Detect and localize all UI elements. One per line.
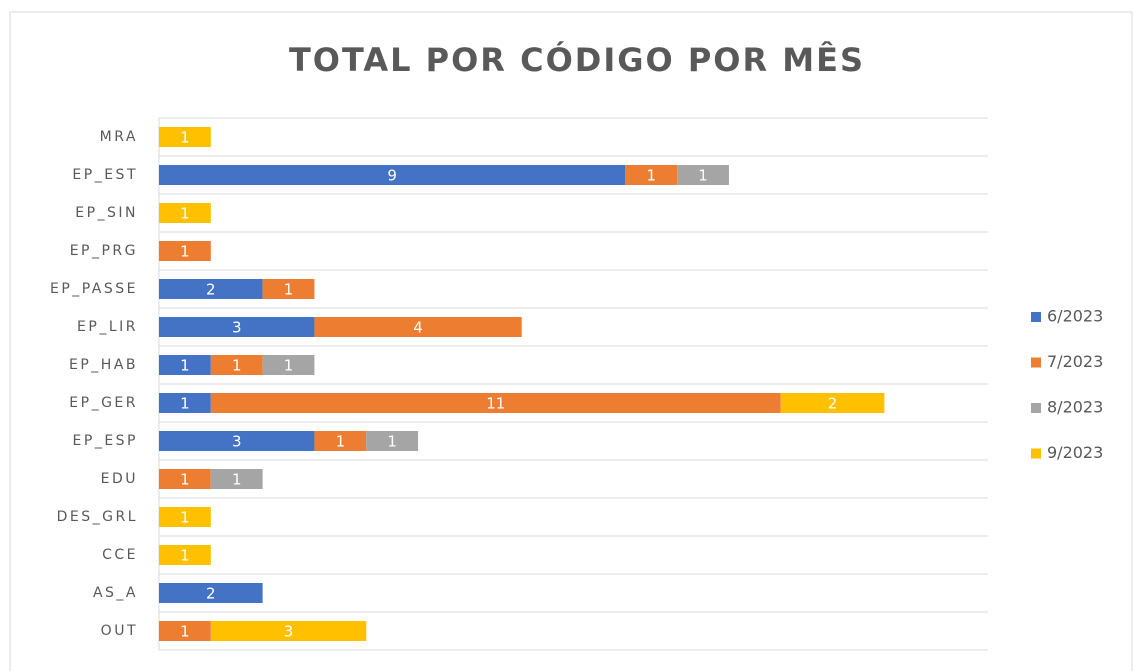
y-tick-label: EDU (101, 471, 138, 487)
bar-segment (366, 431, 419, 451)
bar-segment (159, 431, 315, 451)
bar-segment (159, 165, 626, 185)
bar-segment (262, 355, 315, 375)
data-label: 1 (180, 129, 190, 147)
data-label: 3 (232, 433, 242, 451)
data-label: 1 (387, 433, 397, 451)
bar-segment (210, 355, 263, 375)
bar-segment (159, 317, 315, 337)
data-label: 1 (336, 433, 346, 451)
bar-segment (159, 507, 211, 527)
data-label: 1 (180, 509, 190, 527)
data-label: 2 (206, 281, 216, 299)
data-label: 3 (232, 319, 242, 337)
legend-swatch (1031, 448, 1041, 459)
bar-segment (210, 621, 367, 641)
bar-segment (159, 279, 263, 299)
data-label: 1 (180, 471, 190, 489)
legend-label: 9/2023 (1047, 443, 1103, 462)
y-tick-label: EP_SIN (75, 205, 138, 221)
y-tick-label: CCE (102, 547, 138, 563)
data-label: 1 (698, 167, 708, 185)
data-label: 1 (180, 623, 190, 641)
y-tick-label: EP_ESP (73, 433, 138, 449)
data-label: 1 (180, 547, 190, 565)
y-tick-label: EP_PASSE (50, 281, 138, 297)
data-label: 1 (180, 395, 190, 413)
bar-segment (159, 241, 211, 261)
data-label: 1 (284, 357, 294, 375)
data-label: 1 (284, 281, 294, 299)
legend-label: 6/2023 (1047, 307, 1103, 326)
chart-border (9, 11, 1133, 671)
y-tick-label: EP_LIR (77, 319, 138, 335)
data-label: 1 (180, 243, 190, 261)
bar-segment (159, 621, 211, 641)
data-label: 3 (284, 623, 294, 641)
legend-swatch (1031, 357, 1041, 368)
y-tick-label: EP_GER (69, 395, 138, 411)
bar-segment (262, 279, 315, 299)
bar-segment (314, 431, 367, 451)
bar-segment (677, 165, 729, 185)
bar-segment (314, 317, 522, 337)
legend-swatch (1031, 312, 1041, 322)
y-tick-label: EP_EST (72, 167, 138, 183)
y-tick-label: MRA (100, 129, 138, 145)
y-tick-label: EP_PRG (70, 243, 138, 259)
y-tick-label: EP_HAB (69, 357, 138, 373)
legend-swatch (1031, 403, 1041, 413)
legend-label: 8/2023 (1047, 398, 1103, 417)
data-label: 4 (413, 319, 423, 337)
data-label: 1 (232, 357, 242, 375)
data-label: 2 (828, 395, 838, 413)
bar-segment (159, 545, 211, 565)
bar-segment (159, 393, 211, 413)
bar-segment (159, 583, 263, 603)
legend-label: 7/2023 (1047, 352, 1103, 371)
bar-segment (210, 393, 781, 413)
bar-segment (159, 469, 211, 489)
data-label: 2 (206, 585, 216, 603)
data-label: 11 (486, 395, 505, 413)
bar-segment (625, 165, 678, 185)
data-label: 1 (180, 205, 190, 223)
bar-segment (159, 127, 211, 147)
y-tick-label: AS_A (93, 585, 138, 601)
bar-segment (159, 355, 211, 375)
y-tick-label: DES_GRL (57, 509, 138, 525)
data-label: 1 (232, 471, 242, 489)
bar-segment (780, 393, 885, 413)
bar-segment (159, 203, 211, 223)
y-tick-label: OUT (101, 623, 138, 639)
bar-segment (210, 469, 263, 489)
data-label: 1 (180, 357, 190, 375)
chart-title: TOTAL POR CÓDIGO POR MÊS (289, 40, 865, 79)
data-label: 9 (387, 167, 397, 185)
data-label: 1 (646, 167, 656, 185)
